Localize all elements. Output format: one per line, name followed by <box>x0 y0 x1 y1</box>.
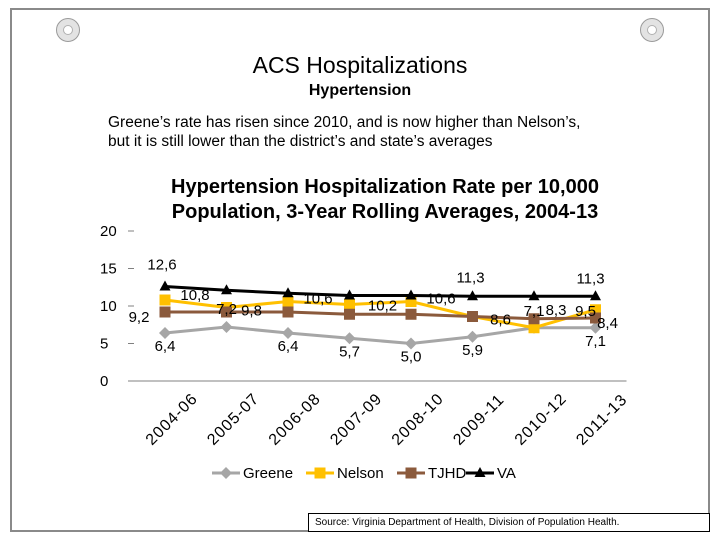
x-tick-label: 2006-08 <box>266 390 324 448</box>
slide-subtitle: Hypertension <box>308 82 412 99</box>
series-line-va <box>164 285 596 298</box>
data-label: 10,6 <box>303 291 332 308</box>
x-tick-label: 2008-10 <box>389 390 447 448</box>
data-point-va <box>159 280 171 291</box>
data-label: 5,7 <box>339 343 360 360</box>
data-point-va <box>590 290 601 301</box>
x-tick-label: 2011-13 <box>573 391 631 449</box>
data-point-tjhd <box>344 308 355 320</box>
data-label: 11,3 <box>576 270 604 287</box>
legend-marker-greene <box>220 467 232 479</box>
legend-marker-nelson <box>314 467 326 479</box>
y-tick-label: 10 <box>100 298 117 315</box>
data-point-va <box>221 284 232 295</box>
legend-label-va: VA <box>497 465 516 482</box>
data-point-nelson <box>344 299 355 310</box>
data-label: 9,8 <box>241 303 262 320</box>
series-line-greene <box>164 325 596 346</box>
data-point-nelson <box>282 296 294 307</box>
data-point-tjhd <box>405 308 417 320</box>
data-point-nelson <box>590 304 601 316</box>
summary-text: Greene’s rate has risen since 2010, and … <box>108 114 581 150</box>
data-label: 6,4 <box>278 338 299 355</box>
legend-label-nelson: Nelson <box>337 465 384 482</box>
data-label: 7,1 <box>585 333 606 350</box>
data-point-va <box>344 289 355 300</box>
series-line-tjhd <box>165 310 596 321</box>
data-point-va <box>467 290 478 301</box>
data-label: 10,8 <box>180 287 209 304</box>
data-point-tjhd <box>221 306 232 318</box>
data-point-va <box>405 289 417 300</box>
data-label: 8,6 <box>490 312 511 329</box>
legend-label-greene: Greene <box>243 465 293 482</box>
x-tick-label: 2007-09 <box>327 390 385 448</box>
data-label: 5,0 <box>401 349 422 366</box>
data-point-greene <box>405 337 417 350</box>
data-label: 8,4 <box>597 315 618 332</box>
y-tick-label: 5 <box>100 336 108 353</box>
data-point-tjhd <box>159 306 171 318</box>
binder-ring-icon <box>640 18 664 42</box>
data-label: 8,3 <box>546 302 567 319</box>
data-point-tjhd <box>528 313 540 325</box>
y-tick-label: 0 <box>100 373 108 390</box>
data-point-tjhd <box>467 311 478 322</box>
data-point-greene <box>589 321 602 334</box>
x-tick-label: 2005-07 <box>204 390 262 448</box>
chart-title: Hypertension Hospitalization Rate per 10… <box>171 176 599 223</box>
data-label: 10,6 <box>426 291 455 308</box>
data-point-greene <box>466 330 479 343</box>
legend-marker-tjhd <box>405 467 417 479</box>
data-label: 9,5 <box>575 303 596 320</box>
data-point-nelson <box>528 322 540 334</box>
x-tick-label: 2009-11 <box>450 391 508 449</box>
data-label: 7,1 <box>524 303 545 320</box>
legend-label-tjhd: TJHD <box>428 465 466 482</box>
data-point-greene <box>220 321 233 333</box>
data-point-tjhd <box>590 312 601 324</box>
data-label: 5,9 <box>462 342 483 359</box>
y-tick-label: 20 <box>100 223 117 240</box>
y-tick-label: 15 <box>100 261 117 278</box>
data-point-va <box>282 287 294 298</box>
data-label: 6,4 <box>155 338 176 355</box>
x-tick-label: 2010-12 <box>512 390 570 448</box>
binder-ring-icon <box>56 18 80 42</box>
x-tick-label: 2004-06 <box>143 390 201 448</box>
data-label: 12,6 <box>147 257 176 274</box>
source-note: Source: Virginia Department of Health, D… <box>308 513 710 532</box>
data-point-tjhd <box>282 306 294 318</box>
data-point-greene <box>159 327 171 339</box>
data-label: 11,3 <box>456 269 484 286</box>
legend-marker-va <box>474 467 486 477</box>
series-line-nelson <box>164 298 596 330</box>
slide-title: ACS Hospitalizations <box>252 52 468 78</box>
data-point-greene <box>282 327 294 339</box>
data-point-va <box>528 290 540 301</box>
data-point-greene <box>343 332 356 345</box>
data-point-nelson <box>159 294 171 306</box>
data-label: 10,2 <box>368 298 397 315</box>
data-point-nelson <box>405 296 417 307</box>
data-label: 7,2 <box>216 301 237 318</box>
data-label: 9,2 <box>129 309 150 326</box>
